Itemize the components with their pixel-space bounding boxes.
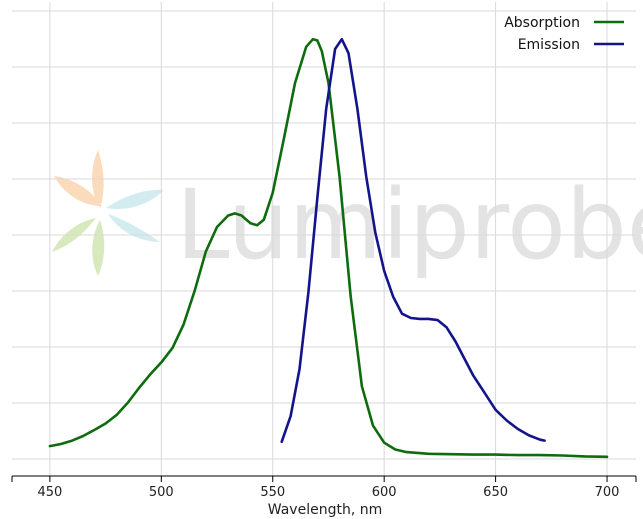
watermark-text: Lumiprobe [176, 169, 643, 281]
legend-label-absorption: Absorption [504, 15, 580, 31]
x-tick-label: 700 [595, 485, 620, 500]
legend-label-emission: Emission [518, 37, 580, 53]
x-tick-label: 650 [483, 485, 508, 500]
series-line-emission [280, 37, 546, 444]
lumiprobe-logo-icon [52, 150, 164, 276]
x-tick-label: 550 [260, 485, 285, 500]
series-line-absorption [48, 37, 609, 459]
grid-lines [12, 2, 636, 476]
x-tick-label: 500 [149, 485, 174, 500]
x-tick-label: 450 [37, 485, 62, 500]
x-tick-label: 600 [372, 485, 397, 500]
x-axis-label: Wavelength, nm [268, 502, 382, 518]
axes: 450 500 550 600 650 700 [11, 475, 637, 500]
legend: Absorption Emission [504, 15, 624, 53]
series-lines [48, 37, 609, 459]
